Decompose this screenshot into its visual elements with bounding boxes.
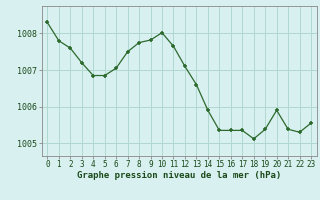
X-axis label: Graphe pression niveau de la mer (hPa): Graphe pression niveau de la mer (hPa) [77, 171, 281, 180]
